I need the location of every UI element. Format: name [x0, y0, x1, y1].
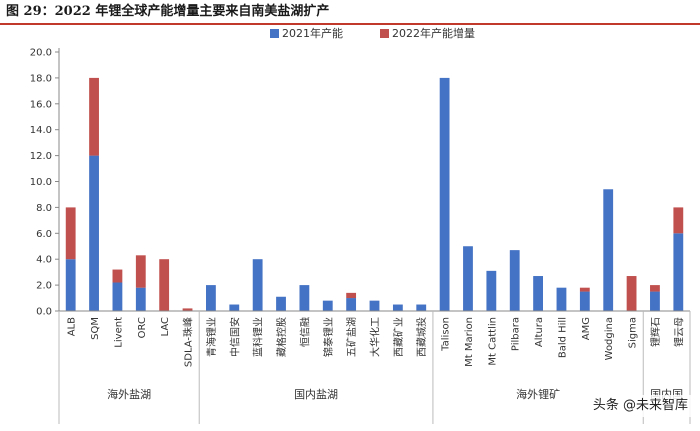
legend-label: 2021年产能 [282, 26, 343, 40]
bar-2021-capacity [229, 304, 240, 311]
x-category-label: ALB [67, 317, 78, 336]
y-tick-label: 8.0 [36, 203, 52, 214]
group-label: 海外盐湖 [107, 387, 151, 401]
bar-2022-increment [159, 259, 170, 311]
bar-2021-capacity [299, 285, 310, 311]
x-category-label: SDLA-珠峰 [182, 317, 195, 367]
x-category-label: Talison [441, 317, 452, 352]
bar-2021-capacity [603, 189, 614, 311]
legend: 2021年产能 2022年产能增量 [270, 26, 475, 40]
x-category-label: ORC [137, 317, 148, 338]
x-category-label: 蓝科锂业 [252, 317, 265, 357]
bar-2022-increment [89, 77, 99, 156]
x-category-label: Altura [534, 317, 545, 347]
bar-2021-capacity [556, 287, 567, 311]
category-groups: 海外盐湖国内盐湖海外锂矿国内国 [58, 311, 691, 424]
chart-title: 图 29：2022 年锂全球产能增量主要来自南美盐湖扩产 [6, 4, 330, 19]
x-category-label: AMG [581, 317, 592, 340]
x-category-label: 锦泰锂业 [322, 317, 335, 357]
y-tick-label: 20.0 [30, 48, 52, 59]
x-category-label: 西藏城投 [415, 317, 428, 357]
y-tick-label: 18.0 [30, 73, 52, 84]
y-tick-label: 12.0 [30, 151, 52, 162]
x-category-label: Sigma [628, 317, 639, 348]
y-tick-label: 14.0 [30, 125, 52, 136]
x-category-label: 西藏矿业 [392, 317, 405, 357]
bar-2021-capacity [509, 250, 520, 311]
group-label: 海外锂矿 [516, 387, 560, 401]
legend-label: 2022年产能增量 [392, 26, 475, 40]
y-tick-label: 10.0 [30, 177, 52, 188]
bars [65, 77, 684, 312]
bar-2021-capacity [252, 259, 263, 311]
group-label: 国内盐湖 [294, 387, 338, 401]
bar-2021-capacity [673, 233, 684, 311]
bar-2021-capacity [533, 276, 544, 311]
bar-2021-capacity [65, 259, 76, 311]
x-category-label: 恒信融 [298, 317, 311, 347]
x-category-label: Mt Cattlin [487, 317, 498, 366]
y-tick-label: 0.0 [36, 307, 52, 318]
bar-2021-capacity [322, 300, 333, 311]
bar-2022-increment [650, 285, 660, 292]
bar-2021-capacity [369, 300, 380, 311]
bar-2021-capacity [112, 282, 123, 311]
y-tick-label: 16.0 [30, 99, 52, 110]
x-category-label: Pilbara [511, 317, 522, 351]
bar-2022-increment [135, 255, 146, 288]
bar-2021-capacity [392, 304, 403, 311]
bar-2021-capacity [346, 298, 357, 311]
bar-2021-capacity [89, 155, 99, 311]
bar-2021-capacity [439, 77, 450, 312]
y-tick-label: 6.0 [36, 229, 52, 240]
bar-2021-capacity [205, 285, 216, 311]
legend-swatch [380, 29, 389, 38]
x-category-label: 藏格控股 [275, 317, 288, 357]
title-rule [0, 23, 700, 25]
legend-swatch [270, 29, 279, 38]
bar-2021-capacity [486, 270, 497, 311]
bar-2022-increment [65, 207, 76, 260]
bar-2022-increment [112, 269, 123, 283]
x-category-label: Livent [113, 317, 124, 348]
bar-2021-capacity [135, 287, 146, 311]
y-tick-label: 4.0 [36, 255, 52, 266]
watermark: 头条 @未来智库 [588, 395, 692, 417]
y-tick-label: 2.0 [36, 281, 52, 292]
x-category-label: 大华化工 [369, 317, 382, 357]
bar-2022-increment [346, 292, 357, 299]
bar-2022-increment [626, 276, 637, 311]
bar-2021-capacity [650, 291, 660, 311]
bar-2021-capacity [276, 296, 286, 311]
x-category-label: 锂辉石 [650, 317, 662, 347]
bar-2022-increment [182, 308, 193, 311]
bar-2021-capacity [463, 246, 473, 311]
x-category-label: Wodgina [604, 317, 615, 360]
x-category-label: 锂云母 [673, 317, 685, 347]
x-axis: ALB SQM Livent ORC LAC SDLA-珠峰 青海锂业 中信国安 蓝科锂业 藏格控… [59, 310, 690, 367]
x-category-label: 青海锂业 [205, 317, 218, 357]
x-category-label: Mt Marion [464, 317, 475, 367]
x-category-label: 中信国安 [228, 317, 241, 357]
x-category-label: Bald Hill [557, 317, 568, 358]
x-category-label: LAC [160, 317, 171, 336]
bar-2021-capacity [416, 304, 427, 311]
bar-2022-increment [673, 207, 684, 234]
y-axis: 0.0 2.0 4.0 6.0 8.0 10.0 12.0 14.0 16.0 18.0 20.0 [30, 48, 60, 318]
x-category-label: 五矿盐湖 [345, 317, 358, 357]
bar-2021-capacity [579, 291, 590, 311]
x-category-label: SQM [90, 317, 101, 340]
bar-2022-increment [579, 287, 590, 292]
